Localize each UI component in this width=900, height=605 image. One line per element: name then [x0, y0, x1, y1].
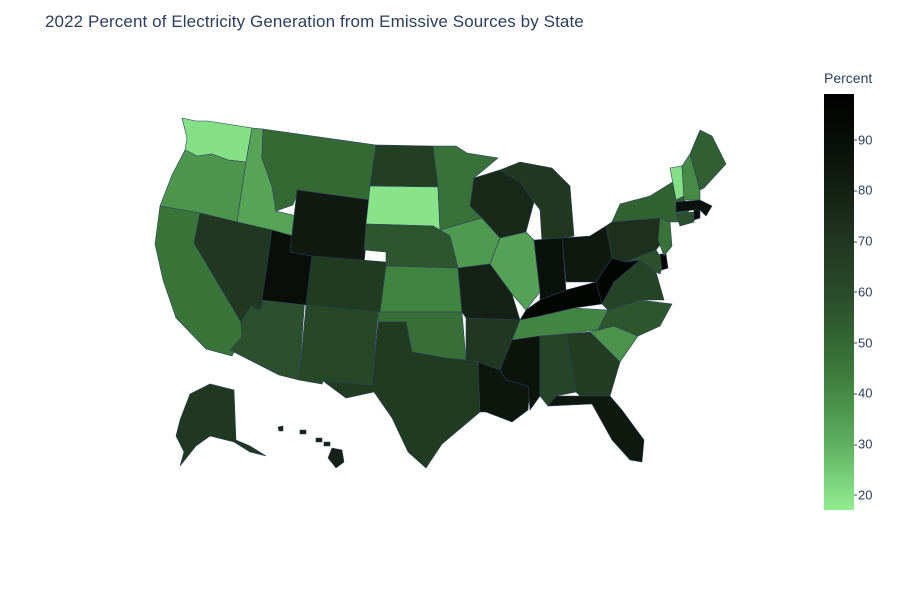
- colorbar-tick-label: 20: [853, 487, 873, 503]
- colorbar-tick-label: 90: [853, 132, 873, 148]
- state-new-jersey[interactable]: [657, 217, 673, 257]
- state-hawaii[interactable]: [277, 425, 345, 469]
- colorbar-tick-label: 50: [853, 335, 873, 351]
- state-rhode-island[interactable]: [693, 209, 701, 221]
- colorbar-title: Percent: [824, 70, 873, 86]
- state-illinois[interactable]: [489, 231, 541, 311]
- state-florida[interactable]: [547, 395, 645, 463]
- colorbar-tick-label: 80: [853, 182, 873, 198]
- state-new-hampshire[interactable]: [681, 153, 701, 201]
- state-texas[interactable]: [321, 321, 481, 469]
- state-alaska[interactable]: [175, 383, 267, 467]
- state-north-dakota[interactable]: [369, 144, 439, 188]
- state-connecticut[interactable]: [675, 211, 695, 227]
- state-maine[interactable]: [689, 129, 727, 191]
- colorbar-tick-label: 30: [853, 436, 873, 452]
- colorbar-tick-label: 40: [853, 385, 873, 401]
- colorbar: [824, 94, 854, 510]
- chart-title: 2022 Percent of Electricity Generation f…: [45, 12, 584, 31]
- state-new-mexico[interactable]: [298, 304, 379, 386]
- state-massachusetts[interactable]: [675, 199, 713, 217]
- state-kansas[interactable]: [379, 265, 463, 313]
- state-south-dakota[interactable]: [365, 185, 441, 231]
- colorbar-tick-label: 70: [853, 233, 873, 249]
- state-wyoming[interactable]: [289, 189, 371, 265]
- colorbar-tick-label: 60: [853, 284, 873, 300]
